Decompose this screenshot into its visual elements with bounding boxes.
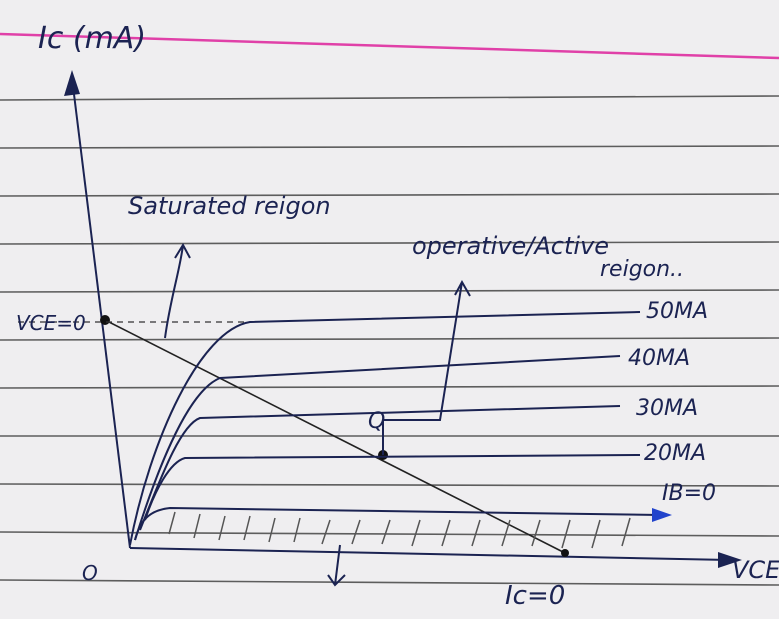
origin-label: O — [82, 561, 98, 585]
y-axis-label: Ic (mA) — [38, 21, 146, 56]
curve-label: 40MA — [628, 346, 690, 371]
diagram: Ic (mA) VCE O Saturated reigon operative… — [0, 0, 779, 619]
curve-label: IB=0 — [662, 481, 716, 506]
saturated-label: Saturated reigon — [128, 192, 331, 220]
curve-label: 50MA — [646, 299, 708, 324]
active-label-2: reigon.. — [600, 257, 684, 282]
active-label: operative/Active — [412, 232, 609, 260]
q-point-label: Q — [368, 409, 385, 434]
x-axis-label: VCE — [732, 556, 779, 584]
ic-zero-label: Ic=0 — [505, 581, 565, 611]
curve-label: 30MA — [636, 396, 698, 421]
curve-label: 20MA — [644, 441, 706, 466]
vce-zero-label: VCE=0 — [16, 311, 86, 335]
